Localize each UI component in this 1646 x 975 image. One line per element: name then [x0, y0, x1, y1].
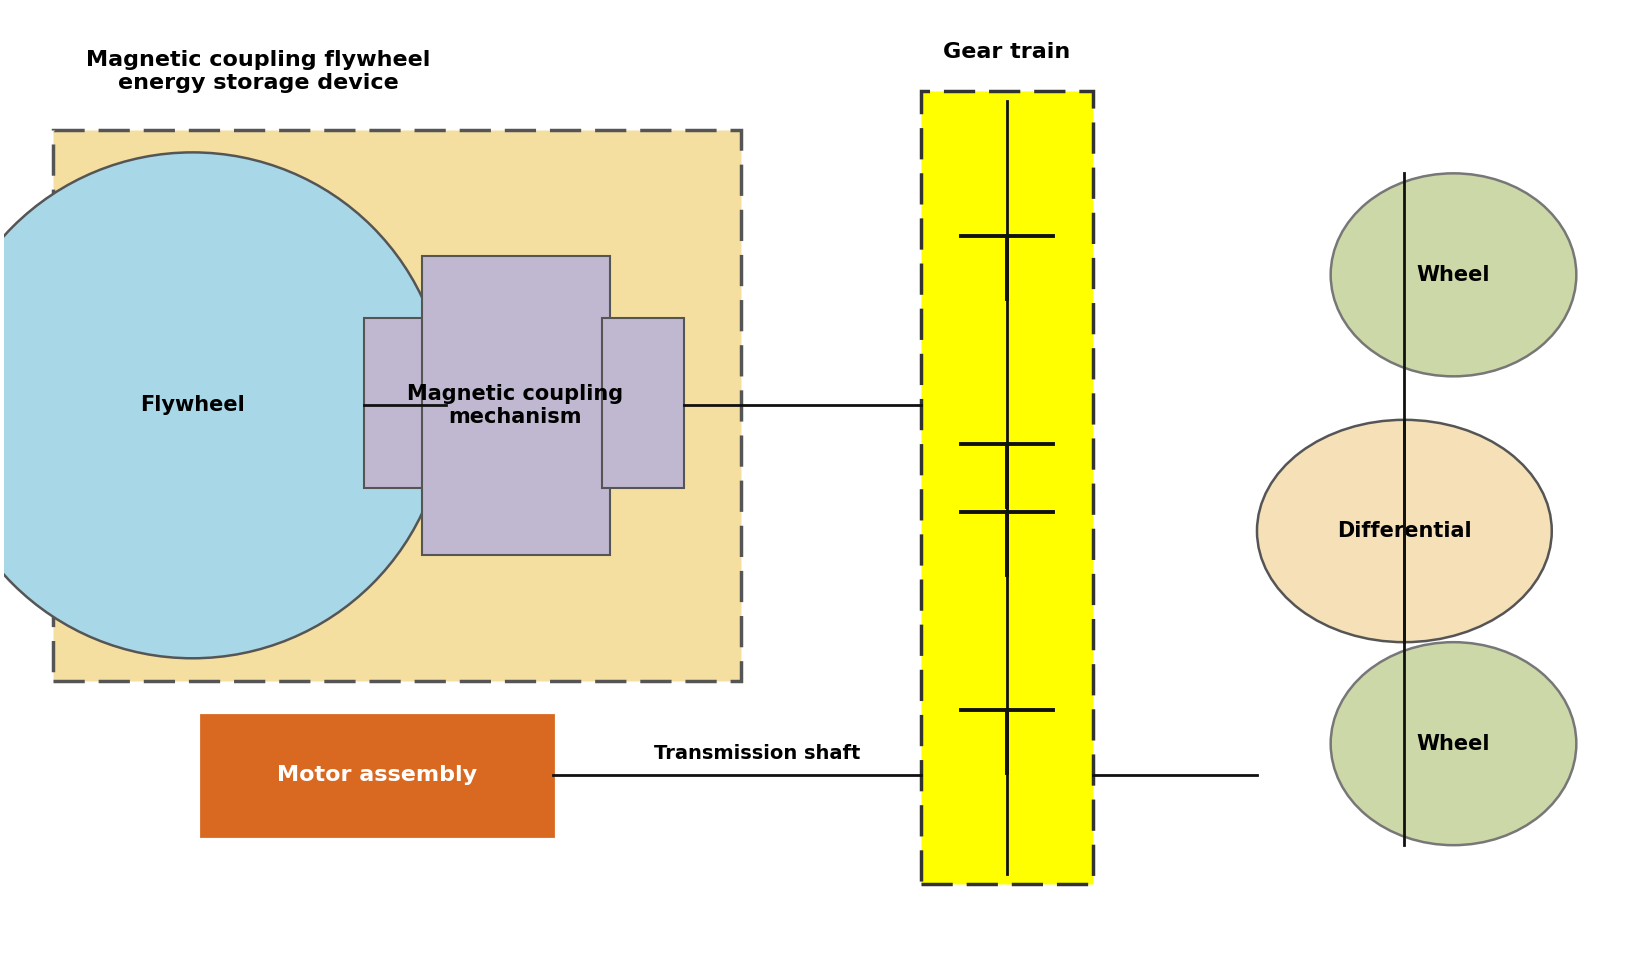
Ellipse shape: [1258, 420, 1552, 643]
Ellipse shape: [1330, 643, 1577, 845]
FancyBboxPatch shape: [53, 130, 741, 681]
Bar: [201, 715, 553, 836]
Text: Wheel: Wheel: [1417, 733, 1490, 754]
Ellipse shape: [1330, 174, 1577, 376]
Bar: [602, 318, 683, 488]
Text: Magnetic coupling
mechanism: Magnetic coupling mechanism: [407, 384, 624, 427]
Ellipse shape: [0, 152, 446, 658]
Text: Transmission shaft: Transmission shaft: [655, 744, 861, 763]
Text: Motor assembly: Motor assembly: [277, 765, 477, 785]
Text: Magnetic coupling flywheel
energy storage device: Magnetic coupling flywheel energy storag…: [86, 51, 430, 94]
Text: Gear train: Gear train: [943, 43, 1070, 62]
Text: Wheel: Wheel: [1417, 265, 1490, 285]
Text: Differential: Differential: [1337, 521, 1472, 541]
Bar: [421, 255, 611, 555]
FancyBboxPatch shape: [922, 92, 1093, 883]
Bar: [364, 318, 446, 488]
Text: Flywheel: Flywheel: [140, 395, 245, 415]
